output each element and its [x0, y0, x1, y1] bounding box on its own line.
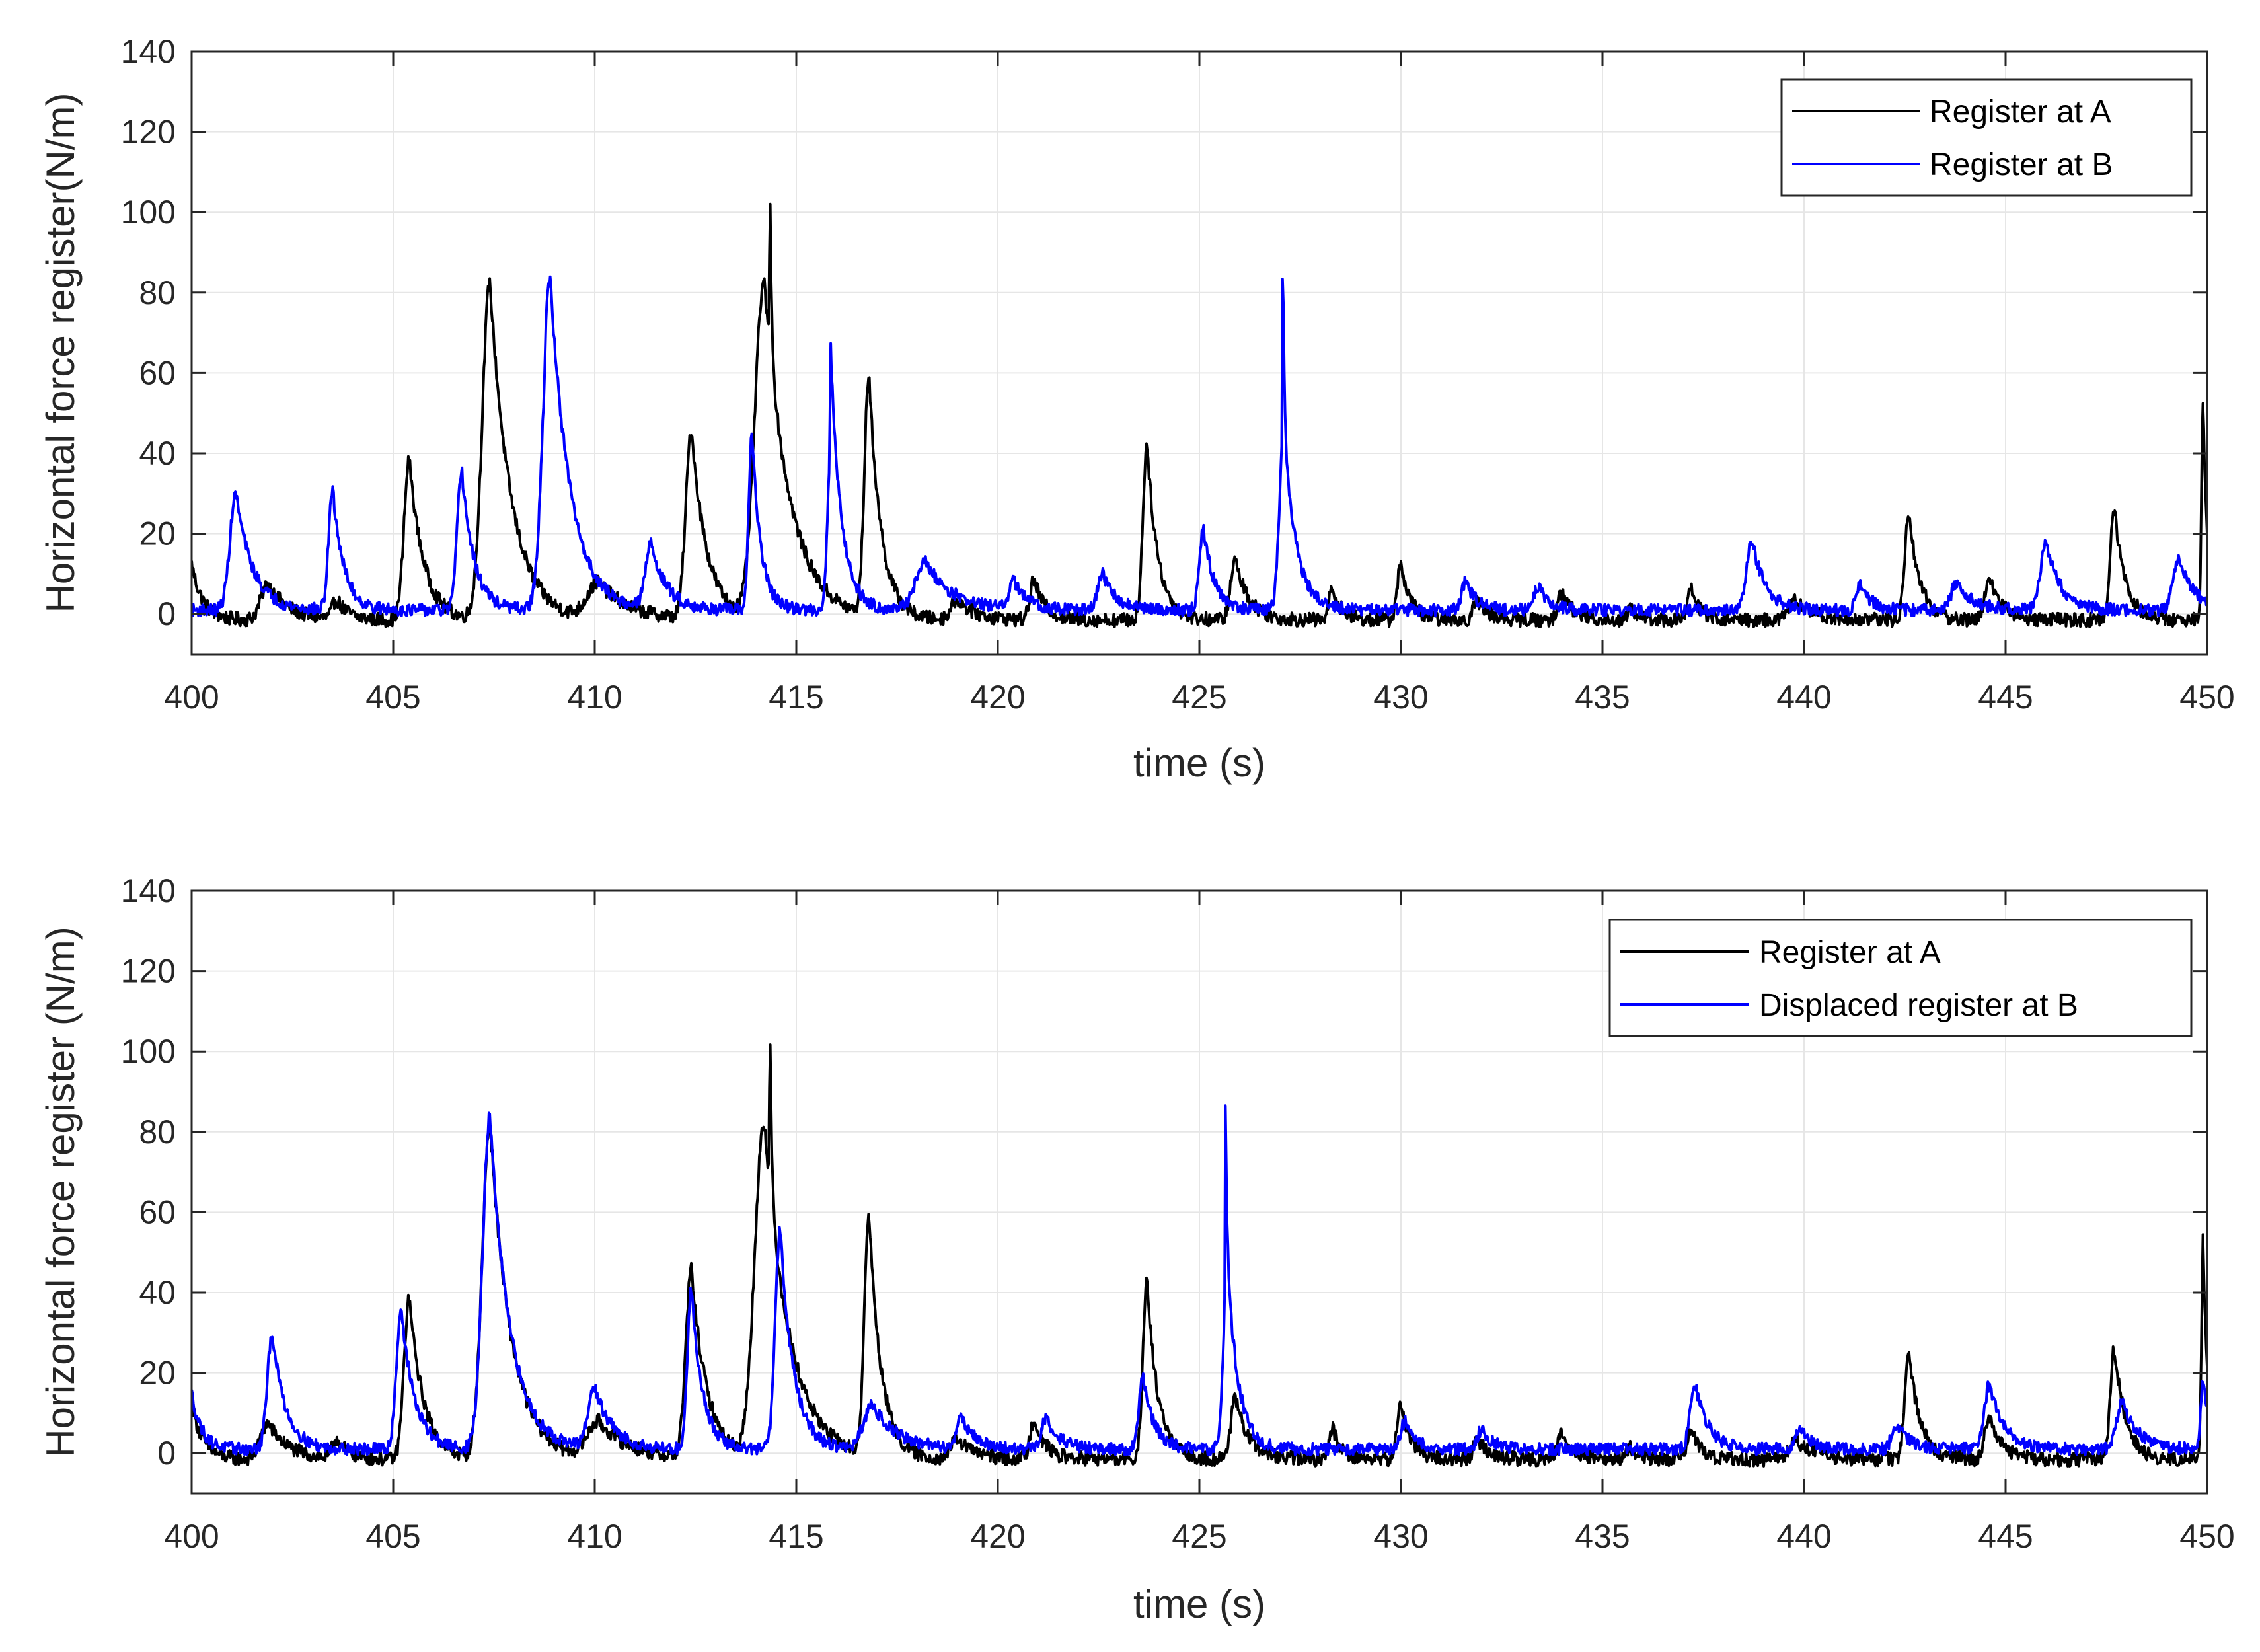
y-tick-label: 120: [121, 114, 176, 151]
legend-label-displaced-register-b: Displaced register at B: [1759, 988, 2078, 1023]
x-tick-label: 435: [1575, 679, 1630, 716]
y-tick-label: 100: [121, 1033, 176, 1070]
y-axis-label: Horizontal force register(N/m): [38, 93, 83, 613]
series-line-register-at-b: [192, 275, 2207, 618]
y-tick-label: 20: [139, 515, 176, 552]
y-tick-label: 60: [139, 354, 176, 391]
x-tick-label: 440: [1776, 679, 1831, 716]
x-tick-label: 425: [1172, 1518, 1226, 1555]
y-tick-label: 40: [139, 1274, 176, 1311]
series-line-register-at-a: [192, 202, 2207, 628]
y-axis-label: Horizontal force register (N/m): [38, 926, 83, 1458]
x-tick-label: 445: [1978, 679, 2033, 716]
x-ticks: 400 405 410 415 420 425 430 435 440 445 450: [164, 52, 2235, 716]
x-tick-label: 435: [1575, 1518, 1630, 1555]
series-layer: [192, 202, 2207, 628]
legend-box: [1780, 78, 2193, 197]
x-tick-label: 410: [567, 679, 622, 716]
x-tick-label: 405: [365, 679, 420, 716]
chart-top: 400 405 410 415 420 425 430 435 440 445 450 0 20 40 6…: [38, 33, 2235, 785]
series-line-displaced-register-at-b: [192, 1104, 2207, 1457]
legend: Register at A Register at B: [1780, 78, 2193, 197]
x-tick-label: 400: [164, 1518, 219, 1555]
series-layer: [192, 1043, 2207, 1468]
x-tick-label: 405: [365, 1518, 420, 1555]
x-tick-label: 415: [769, 679, 823, 716]
x-tick-label: 425: [1172, 679, 1226, 716]
x-tick-label: 450: [2179, 679, 2234, 716]
x-ticks: 400 405 410 415 420 425 430 435 440 445 450: [164, 891, 2235, 1555]
legend-label-register-a: Register at A: [1759, 935, 1941, 970]
legend-label-register-b: Register at B: [1930, 147, 2113, 182]
y-tick-label: 140: [121, 872, 176, 909]
y-tick-label: 40: [139, 435, 176, 472]
legend-label-register-a: Register at A: [1930, 94, 2111, 130]
chart-bottom: 400 405 410 415 420 425 430 435 440 445 450 0 20 40 6…: [38, 872, 2235, 1626]
y-ticks: 0 20 40 60 80 100 120 140: [121, 872, 2207, 1472]
x-axis-label: time (s): [1133, 1582, 1265, 1626]
x-tick-label: 410: [567, 1518, 622, 1555]
x-tick-label: 450: [2179, 1518, 2234, 1555]
legend-box: [1608, 919, 2193, 1037]
x-tick-label: 400: [164, 679, 219, 716]
y-tick-label: 100: [121, 194, 176, 231]
y-ticks: 0 20 40 60 80 100 120 140: [121, 33, 2207, 632]
y-tick-label: 60: [139, 1193, 176, 1230]
x-tick-label: 415: [769, 1518, 823, 1555]
y-tick-label: 20: [139, 1355, 176, 1392]
x-tick-label: 420: [970, 1518, 1025, 1555]
y-tick-label: 140: [121, 33, 176, 70]
legend: Register at A Displaced register at B: [1608, 919, 2193, 1037]
x-axis-label: time (s): [1133, 741, 1265, 785]
x-tick-label: 430: [1373, 1518, 1428, 1555]
y-tick-label: 120: [121, 953, 176, 990]
x-tick-label: 445: [1978, 1518, 2033, 1555]
y-tick-label: 80: [139, 274, 176, 311]
x-tick-label: 440: [1776, 1518, 1831, 1555]
y-tick-label: 0: [157, 1435, 176, 1472]
x-tick-label: 420: [970, 679, 1025, 716]
x-tick-label: 430: [1373, 679, 1428, 716]
y-tick-label: 80: [139, 1113, 176, 1150]
y-tick-label: 0: [157, 595, 176, 632]
